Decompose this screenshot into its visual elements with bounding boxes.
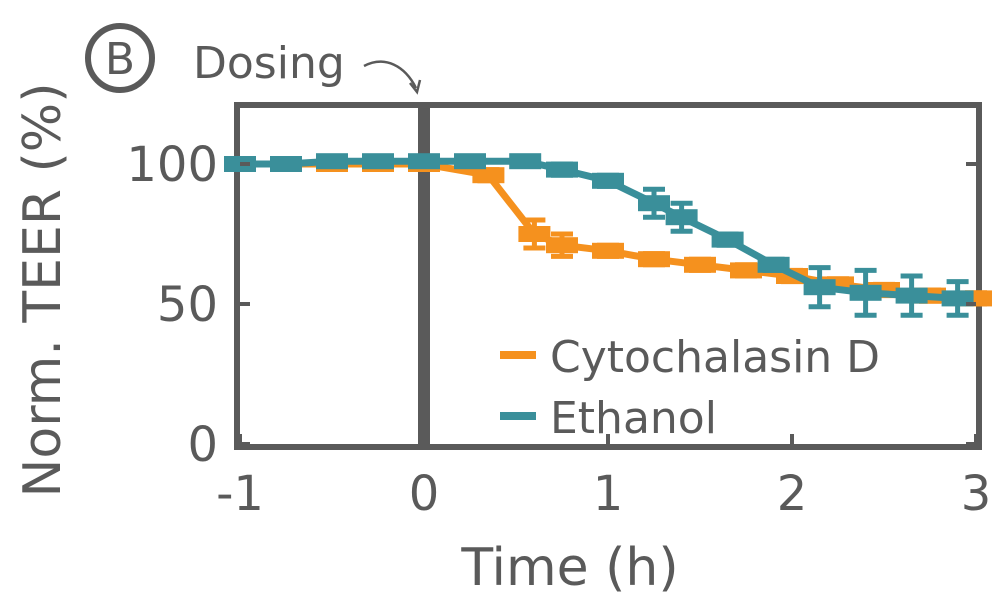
data-point	[941, 290, 974, 307]
panel-letter-badge: B	[85, 23, 155, 93]
x-tick-label: -1	[216, 466, 264, 522]
data-point	[316, 153, 348, 170]
data-point	[849, 284, 882, 301]
y-axis-label: Norm. TEER (%)	[13, 82, 73, 497]
data-point	[757, 256, 790, 273]
series-1	[224, 153, 974, 318]
y-tick-label: 100	[126, 137, 218, 193]
x-tick-label: 1	[593, 466, 624, 522]
x-tick-label: 0	[409, 466, 440, 522]
y-tick-label: 50	[157, 277, 218, 333]
data-point	[518, 226, 551, 242]
data-point	[665, 209, 698, 226]
x-axis-label: Time (h)	[460, 538, 678, 598]
data-point	[408, 153, 440, 170]
data-point	[509, 153, 542, 170]
legend-label-ethanol: Ethanol	[550, 393, 717, 444]
x-tick-label: 3	[961, 466, 992, 522]
data-point	[638, 195, 670, 212]
data-point	[546, 237, 578, 254]
dosing-annotation: Dosing	[193, 38, 345, 89]
dosing-arrow-icon	[363, 60, 418, 89]
y-tick-label: 0	[187, 417, 218, 473]
data-point	[895, 287, 928, 304]
data-point	[638, 251, 670, 268]
x-tick-label: 2	[777, 466, 808, 522]
data-point	[546, 161, 578, 178]
data-point	[592, 172, 624, 189]
data-point	[472, 167, 505, 184]
data-point	[592, 242, 624, 259]
data-point	[270, 156, 302, 172]
panel-letter-circle	[85, 23, 155, 93]
data-point	[362, 153, 394, 170]
data-point	[454, 153, 486, 170]
panel-letter: B	[105, 34, 135, 85]
series-layer	[224, 153, 992, 318]
legend: Cytochalasin D Ethanol	[500, 332, 880, 444]
dosing-arrowhead-icon	[409, 79, 422, 95]
data-point	[684, 256, 716, 273]
plot-frame	[234, 102, 982, 450]
legend-label-cytochalasin: Cytochalasin D	[550, 332, 880, 383]
data-point	[803, 279, 836, 296]
data-point	[711, 231, 744, 248]
data-point	[730, 262, 762, 279]
